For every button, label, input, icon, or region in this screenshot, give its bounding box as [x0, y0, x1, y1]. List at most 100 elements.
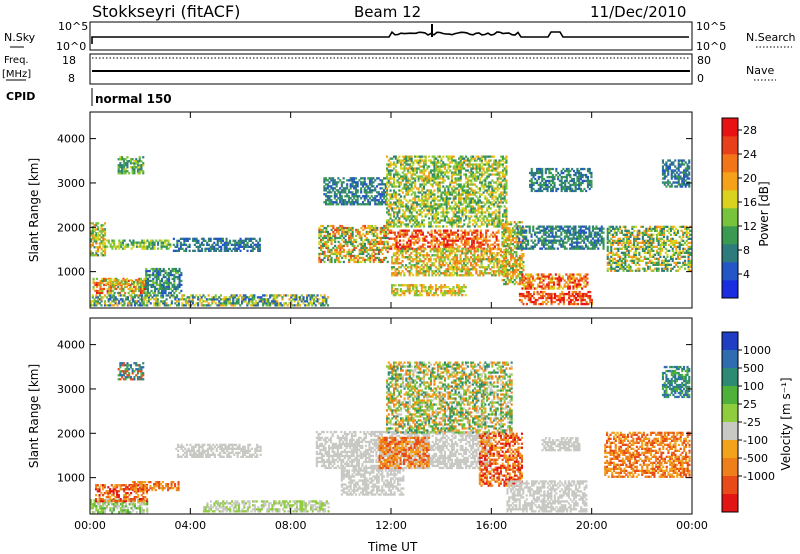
heatmap-cell	[358, 230, 361, 234]
heatmap-cell	[513, 221, 516, 224]
heatmap-cell	[134, 285, 137, 289]
heatmap-cell	[172, 249, 175, 252]
heatmap-cell	[342, 181, 345, 184]
heatmap-cell	[325, 244, 328, 248]
heatmap-cell	[494, 191, 497, 194]
heatmap-cell	[403, 161, 406, 164]
heatmap-cell	[496, 167, 499, 170]
heatmap-cell	[517, 229, 520, 232]
heatmap-cell	[159, 287, 162, 291]
heatmap-cell	[351, 232, 354, 236]
heatmap-cell	[428, 159, 431, 162]
heatmap-cell	[471, 243, 474, 246]
heatmap-cell	[493, 159, 496, 162]
heatmap-cell	[323, 294, 326, 297]
heatmap-cell	[444, 229, 447, 232]
heatmap-cell	[155, 271, 158, 275]
heatmap-cell	[445, 195, 448, 198]
heatmap-cell	[415, 256, 418, 259]
heatmap-cell	[300, 298, 303, 301]
heatmap-cell	[170, 300, 173, 303]
heatmap-cell	[102, 241, 105, 244]
heatmap-cell	[376, 234, 379, 238]
heatmap-cell	[436, 205, 439, 208]
heatmap-cell	[406, 286, 409, 289]
heatmap-cell	[470, 189, 473, 192]
heatmap-cell	[218, 239, 221, 242]
heatmap-cell	[242, 298, 245, 301]
heatmap-cell	[162, 289, 165, 293]
heatmap-cell	[385, 226, 388, 230]
heatmap-cell	[381, 203, 384, 206]
heatmap-cell	[320, 224, 323, 228]
heatmap-cell	[399, 294, 402, 297]
heatmap-cell	[391, 185, 394, 188]
heatmap-cell	[459, 201, 462, 204]
heatmap-cell	[492, 270, 495, 273]
heatmap-cell	[412, 207, 415, 210]
heatmap-cell	[508, 263, 511, 266]
heatmap-cell	[332, 203, 335, 206]
heatmap-cell	[445, 225, 448, 228]
heatmap-cell	[446, 229, 449, 232]
heatmap-cell	[334, 258, 337, 262]
heatmap-cell	[383, 197, 386, 200]
heatmap-cell	[429, 207, 432, 210]
heatmap-cell	[383, 183, 386, 186]
heatmap-cell	[120, 245, 123, 248]
heatmap-cell	[473, 183, 476, 186]
heatmap-cell	[506, 239, 509, 242]
heatmap-cell	[334, 232, 337, 236]
heatmap-cell	[342, 244, 345, 248]
heatmap-cell	[103, 277, 106, 281]
heatmap-cell	[141, 241, 144, 244]
heatmap-cell	[207, 247, 210, 250]
heatmap-cell	[472, 165, 475, 168]
heatmap-cell	[493, 217, 496, 220]
heatmap-cell	[464, 272, 467, 275]
heatmap-cell	[388, 229, 391, 232]
heatmap-cell	[153, 245, 156, 248]
heatmap-cell	[175, 289, 178, 293]
heatmap-cell	[188, 296, 191, 299]
heatmap-cell	[449, 197, 452, 200]
heatmap-cell	[109, 243, 112, 246]
heatmap-cell	[225, 243, 228, 246]
heatmap-cell	[368, 179, 371, 182]
heatmap-cell	[307, 302, 310, 305]
heatmap-cell	[414, 181, 417, 184]
heatmap-cell	[435, 213, 438, 216]
heatmap-cell	[430, 233, 433, 236]
heatmap-cell	[513, 263, 516, 266]
heatmap-cell	[424, 199, 427, 202]
heatmap-cell	[126, 282, 129, 286]
heatmap-cell	[400, 199, 403, 202]
heatmap-cell	[435, 237, 438, 240]
heatmap-cell	[412, 288, 415, 291]
heatmap-cell	[503, 169, 506, 172]
heatmap-cell	[440, 250, 443, 253]
heatmap-cell	[520, 259, 523, 262]
heatmap-cell	[386, 197, 389, 200]
heatmap-cell	[518, 241, 521, 244]
heatmap-cell	[428, 217, 431, 220]
heatmap-cell	[396, 262, 399, 265]
heatmap-cell	[227, 298, 230, 301]
heatmap-cell	[104, 294, 107, 297]
heatmap-cell	[526, 279, 529, 282]
heatmap-cell	[97, 228, 100, 231]
heatmap-cell	[107, 239, 110, 242]
heatmap-cell	[250, 245, 253, 248]
heatmap-cell	[476, 229, 479, 232]
heatmap-cell	[274, 302, 277, 305]
heatmap-cell	[395, 235, 398, 238]
heatmap-cell	[248, 302, 251, 305]
heatmap-cell	[424, 272, 427, 275]
heatmap-cell	[410, 169, 413, 172]
heatmap-cell	[494, 201, 497, 204]
heatmap-cell	[410, 215, 413, 218]
heatmap-cell	[513, 271, 516, 274]
heatmap-cell	[391, 195, 394, 198]
heatmap-cell	[340, 203, 343, 206]
heatmap-cell	[372, 185, 375, 188]
